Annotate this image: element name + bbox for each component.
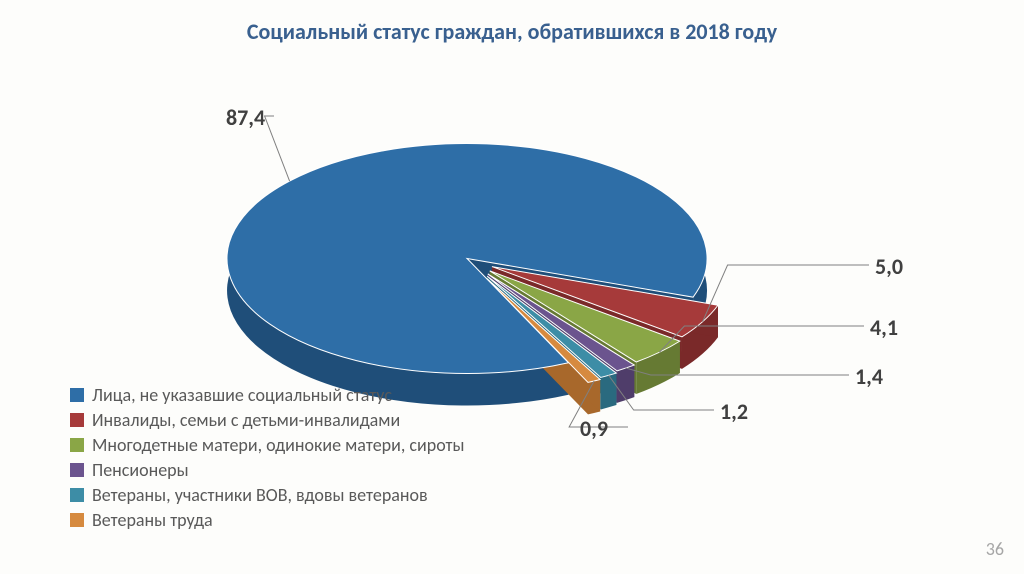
leader-line <box>265 116 290 181</box>
legend-swatch <box>70 463 84 477</box>
data-label-0: 87,4 <box>226 104 265 131</box>
page-number: 36 <box>986 538 1004 560</box>
legend-item-3: Пенсионеры <box>70 459 465 481</box>
data-label-3: 1,4 <box>855 363 883 390</box>
legend-item-5: Ветераны труда <box>70 509 465 531</box>
legend-label: Ветераны труда <box>92 509 213 531</box>
legend-swatch <box>70 513 84 527</box>
legend-label: Многодетные матери, одинокие матери, сир… <box>92 434 465 456</box>
legend-swatch <box>70 388 84 402</box>
legend-swatch <box>70 438 84 452</box>
legend-item-4: Ветераны, участники ВОВ, вдовы ветеранов <box>70 484 465 506</box>
chart-title: Социальный статус граждан, обратившихся … <box>0 18 1024 45</box>
legend: Лица, не указавшие социальный статус Инва… <box>70 381 465 534</box>
legend-swatch <box>70 488 84 502</box>
data-label-4: 1,2 <box>720 398 748 425</box>
legend-label: Ветераны, участники ВОВ, вдовы ветеранов <box>92 484 428 506</box>
legend-item-1: Инвалиды, семьи с детьми-инвалидами <box>70 409 465 431</box>
data-label-5: 0,9 <box>580 415 608 442</box>
legend-label: Лица, не указавшие социальный статус <box>92 384 392 406</box>
legend-swatch <box>70 413 84 427</box>
data-label-1: 5,0 <box>875 253 903 280</box>
legend-label: Инвалиды, семьи с детьми-инвалидами <box>92 409 400 431</box>
legend-item-0: Лица, не указавшие социальный статус <box>70 384 465 406</box>
leader-line <box>703 265 869 322</box>
legend-item-2: Многодетные матери, одинокие матери, сир… <box>70 434 465 456</box>
legend-label: Пенсионеры <box>92 459 189 481</box>
data-label-2: 4,1 <box>870 314 898 341</box>
